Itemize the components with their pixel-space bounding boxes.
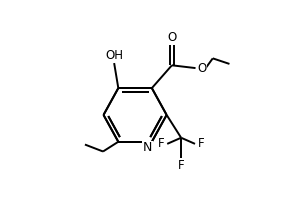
Text: N: N — [143, 141, 152, 154]
Text: O: O — [197, 62, 206, 75]
Text: F: F — [158, 137, 164, 150]
Text: F: F — [198, 137, 204, 150]
Text: OH: OH — [105, 49, 123, 62]
Text: F: F — [198, 137, 204, 150]
Text: N: N — [143, 141, 152, 154]
Text: F: F — [178, 159, 184, 172]
Text: O: O — [167, 31, 177, 44]
Text: O: O — [197, 62, 206, 75]
Text: F: F — [178, 159, 184, 172]
Text: O: O — [167, 31, 177, 44]
Text: OH: OH — [105, 49, 123, 62]
Text: F: F — [158, 137, 164, 150]
